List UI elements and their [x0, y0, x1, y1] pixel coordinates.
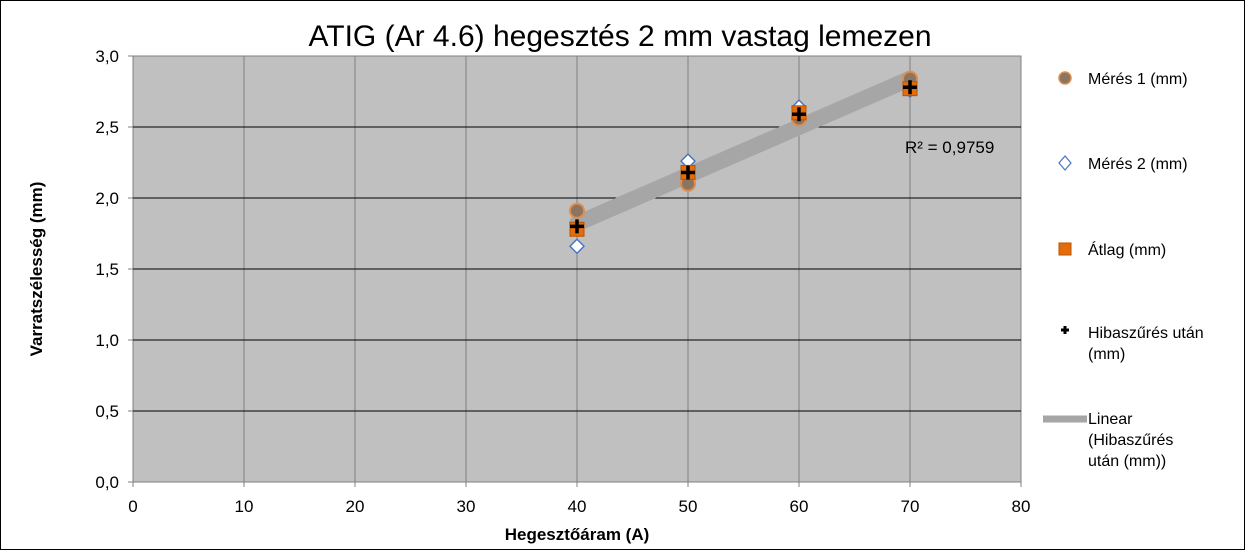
y-tick-label: 0,5: [95, 402, 119, 421]
legend-marker-circle: [1058, 71, 1072, 85]
legend-marker-plus: [1061, 326, 1069, 334]
y-tick-label: 1,0: [95, 331, 119, 350]
legend-label-hibaszures-2: (mm): [1088, 346, 1125, 363]
y-tick-label: 3,0: [95, 47, 119, 66]
legend-label-linear-1: Linear: [1088, 411, 1133, 428]
legend: Mérés 1 (mm) Mérés 2 (mm) Átlag (mm) Hib…: [1043, 71, 1204, 470]
legend-label-meres1: Mérés 1 (mm): [1088, 71, 1188, 88]
x-tick-label: 60: [790, 497, 809, 516]
point-hibaszures: [792, 107, 806, 122]
trendline-layer: [569, 70, 918, 232]
legend-item-atlag: Átlag (mm): [1058, 240, 1166, 259]
x-axis-label: Hegesztőáram (A): [505, 525, 650, 544]
x-tick-label: 80: [1012, 497, 1031, 516]
x-tick-label: 50: [679, 497, 698, 516]
y-tick-label: 1,5: [95, 260, 119, 279]
legend-item-hibaszures: Hibaszűrés után (mm): [1061, 325, 1204, 363]
legend-item-meres1: Mérés 1 (mm): [1058, 71, 1188, 88]
x-tick-label: 40: [568, 497, 587, 516]
y-tick-label: 2,5: [95, 118, 119, 137]
x-tick-label: 10: [235, 497, 254, 516]
legend-label-linear-3: után (mm)): [1088, 453, 1166, 470]
x-tick-label: 30: [457, 497, 476, 516]
legend-item-meres2: Mérés 2 (mm): [1058, 155, 1188, 173]
trendline: [569, 70, 918, 232]
x-tick-label: 20: [346, 497, 365, 516]
r-squared-label: R² = 0,9759: [905, 138, 994, 157]
y-tick-label: 2,0: [95, 189, 119, 208]
point-hibaszures: [903, 80, 917, 95]
y-axis-label: Varratszélesség (mm): [27, 182, 46, 357]
point-hibaszures: [570, 219, 584, 234]
markers-layer: [569, 70, 918, 255]
point-hibaszures: [681, 165, 695, 180]
legend-label-hibaszures-1: Hibaszűrés után: [1088, 325, 1204, 342]
legend-label-atlag: Átlag (mm): [1088, 240, 1166, 259]
chart-title: ATIG (Ar 4.6) hegesztés 2 mm vastag leme…: [308, 20, 931, 53]
x-tick-label: 70: [901, 497, 920, 516]
legend-marker-square: [1058, 242, 1072, 256]
tick-labels: 0 10 20 30 40 50 60 70 80 0,0 0,5 1,0 1,5 2,0 2,5 3,0: [95, 47, 1030, 516]
x-tick-label: 0: [128, 497, 137, 516]
point-meres1: [569, 202, 585, 219]
legend-label-meres2: Mérés 2 (mm): [1088, 156, 1188, 173]
grid: [128, 55, 1022, 487]
y-tick-label: 0,0: [95, 473, 119, 492]
legend-marker-diamond: [1058, 155, 1072, 171]
legend-item-linear: Linear (Hibaszűrés után (mm)): [1043, 411, 1173, 470]
legend-label-linear-2: (Hibaszűrés: [1088, 432, 1173, 449]
point-meres2: [569, 238, 585, 255]
